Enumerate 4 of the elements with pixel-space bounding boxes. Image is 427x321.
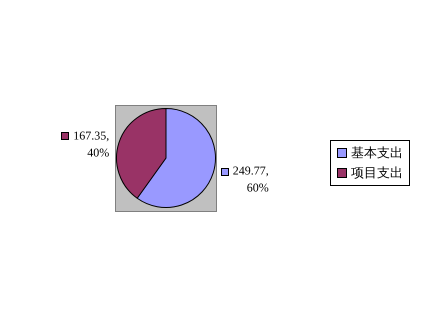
data-label: 249.77, 60% bbox=[232, 164, 269, 195]
legend-label: 基本支出 bbox=[351, 144, 403, 162]
legend-label: 项目支出 bbox=[351, 164, 403, 182]
data-label: 167.35, 40% bbox=[73, 128, 110, 160]
